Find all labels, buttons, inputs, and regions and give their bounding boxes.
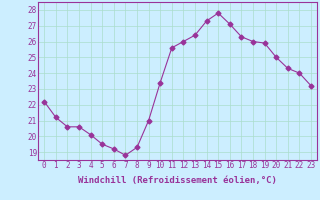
X-axis label: Windchill (Refroidissement éolien,°C): Windchill (Refroidissement éolien,°C): [78, 176, 277, 185]
